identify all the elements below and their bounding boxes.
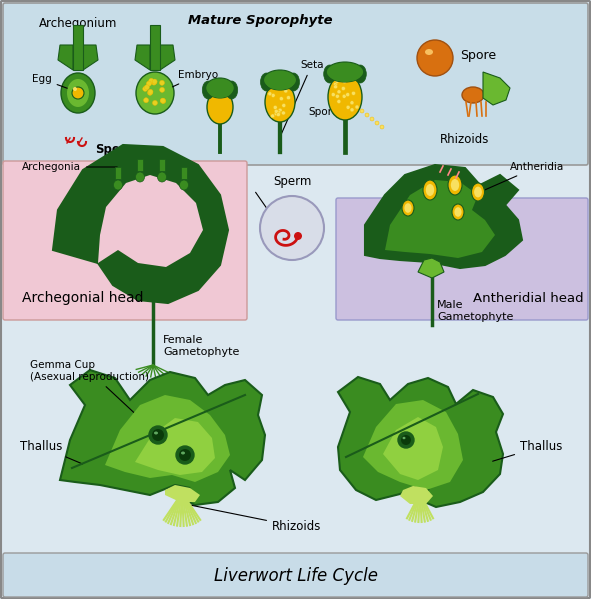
Circle shape (342, 102, 346, 105)
Text: Thallus: Thallus (493, 440, 563, 461)
Text: Seta: Seta (281, 60, 323, 134)
Ellipse shape (462, 87, 484, 103)
Text: Gemma Cup
(Asexual reproduction): Gemma Cup (Asexual reproduction) (30, 361, 156, 433)
Circle shape (340, 85, 345, 89)
Circle shape (347, 96, 351, 101)
Text: Rhizoids: Rhizoids (188, 504, 322, 533)
Circle shape (151, 102, 156, 107)
Ellipse shape (73, 87, 77, 91)
Ellipse shape (328, 74, 362, 120)
Circle shape (355, 96, 359, 100)
Text: Male
Gametophyte: Male Gametophyte (437, 300, 514, 322)
Circle shape (153, 98, 158, 103)
Polygon shape (105, 395, 230, 482)
Ellipse shape (207, 90, 233, 124)
Circle shape (275, 101, 280, 105)
Circle shape (375, 121, 379, 125)
Polygon shape (483, 72, 510, 105)
Circle shape (286, 92, 290, 96)
Ellipse shape (181, 452, 185, 455)
Circle shape (277, 98, 281, 102)
Polygon shape (98, 175, 203, 267)
Polygon shape (363, 400, 463, 490)
Circle shape (337, 87, 341, 91)
Circle shape (401, 435, 411, 445)
Polygon shape (60, 370, 265, 505)
Polygon shape (58, 45, 73, 70)
Ellipse shape (264, 70, 297, 90)
Ellipse shape (329, 66, 361, 82)
Polygon shape (385, 180, 495, 258)
Circle shape (147, 91, 152, 96)
Text: Sperm: Sperm (273, 175, 311, 188)
Ellipse shape (266, 74, 294, 90)
Ellipse shape (226, 81, 238, 99)
Circle shape (346, 90, 350, 95)
Ellipse shape (426, 184, 434, 196)
Ellipse shape (207, 82, 232, 98)
Polygon shape (137, 159, 143, 171)
Ellipse shape (261, 73, 272, 91)
Polygon shape (400, 486, 433, 504)
Circle shape (355, 105, 359, 109)
Text: Archegonial head: Archegonial head (22, 291, 144, 305)
Circle shape (155, 80, 161, 84)
Circle shape (354, 108, 358, 111)
Text: Spore: Spore (460, 49, 496, 62)
Ellipse shape (452, 204, 464, 220)
Circle shape (152, 429, 164, 441)
Polygon shape (73, 25, 83, 70)
Text: Sperm: Sperm (95, 143, 138, 156)
Circle shape (280, 99, 284, 102)
Polygon shape (159, 159, 165, 171)
Circle shape (282, 109, 286, 113)
Text: Liverwort Life Cycle: Liverwort Life Cycle (214, 567, 378, 585)
Ellipse shape (67, 79, 89, 107)
Text: Female
Gametophyte: Female Gametophyte (163, 335, 239, 356)
Polygon shape (150, 25, 160, 70)
Text: Archegonia: Archegonia (22, 162, 117, 172)
Circle shape (286, 90, 290, 94)
Circle shape (275, 101, 279, 105)
Circle shape (285, 105, 289, 109)
Polygon shape (135, 45, 150, 70)
Ellipse shape (72, 87, 84, 99)
Circle shape (398, 432, 414, 448)
Polygon shape (338, 377, 503, 507)
Ellipse shape (113, 180, 122, 190)
Ellipse shape (474, 187, 482, 198)
FancyBboxPatch shape (3, 553, 588, 597)
Circle shape (268, 95, 272, 98)
Text: Embryo: Embryo (173, 70, 218, 87)
Circle shape (179, 449, 191, 461)
Ellipse shape (425, 49, 433, 55)
Ellipse shape (454, 207, 462, 217)
Polygon shape (365, 165, 522, 268)
Ellipse shape (154, 431, 158, 434)
Ellipse shape (136, 72, 174, 114)
Ellipse shape (404, 203, 411, 213)
Circle shape (268, 86, 272, 90)
Circle shape (370, 117, 374, 121)
Circle shape (360, 109, 364, 113)
Circle shape (149, 426, 167, 444)
Ellipse shape (180, 180, 189, 190)
FancyBboxPatch shape (3, 3, 588, 165)
FancyBboxPatch shape (336, 198, 588, 320)
Ellipse shape (206, 78, 234, 98)
Text: Mature Sporophyte: Mature Sporophyte (188, 14, 332, 27)
Text: Spores: Spores (308, 102, 343, 117)
Text: Antheridial head: Antheridial head (473, 292, 584, 304)
Text: Rhizoids: Rhizoids (440, 133, 490, 146)
Circle shape (335, 86, 339, 89)
Polygon shape (383, 417, 443, 480)
Circle shape (380, 125, 384, 129)
Circle shape (145, 81, 150, 86)
Ellipse shape (157, 172, 167, 182)
Circle shape (351, 87, 355, 92)
Polygon shape (135, 418, 215, 475)
Circle shape (271, 92, 275, 96)
Ellipse shape (402, 437, 405, 439)
Circle shape (156, 82, 161, 87)
